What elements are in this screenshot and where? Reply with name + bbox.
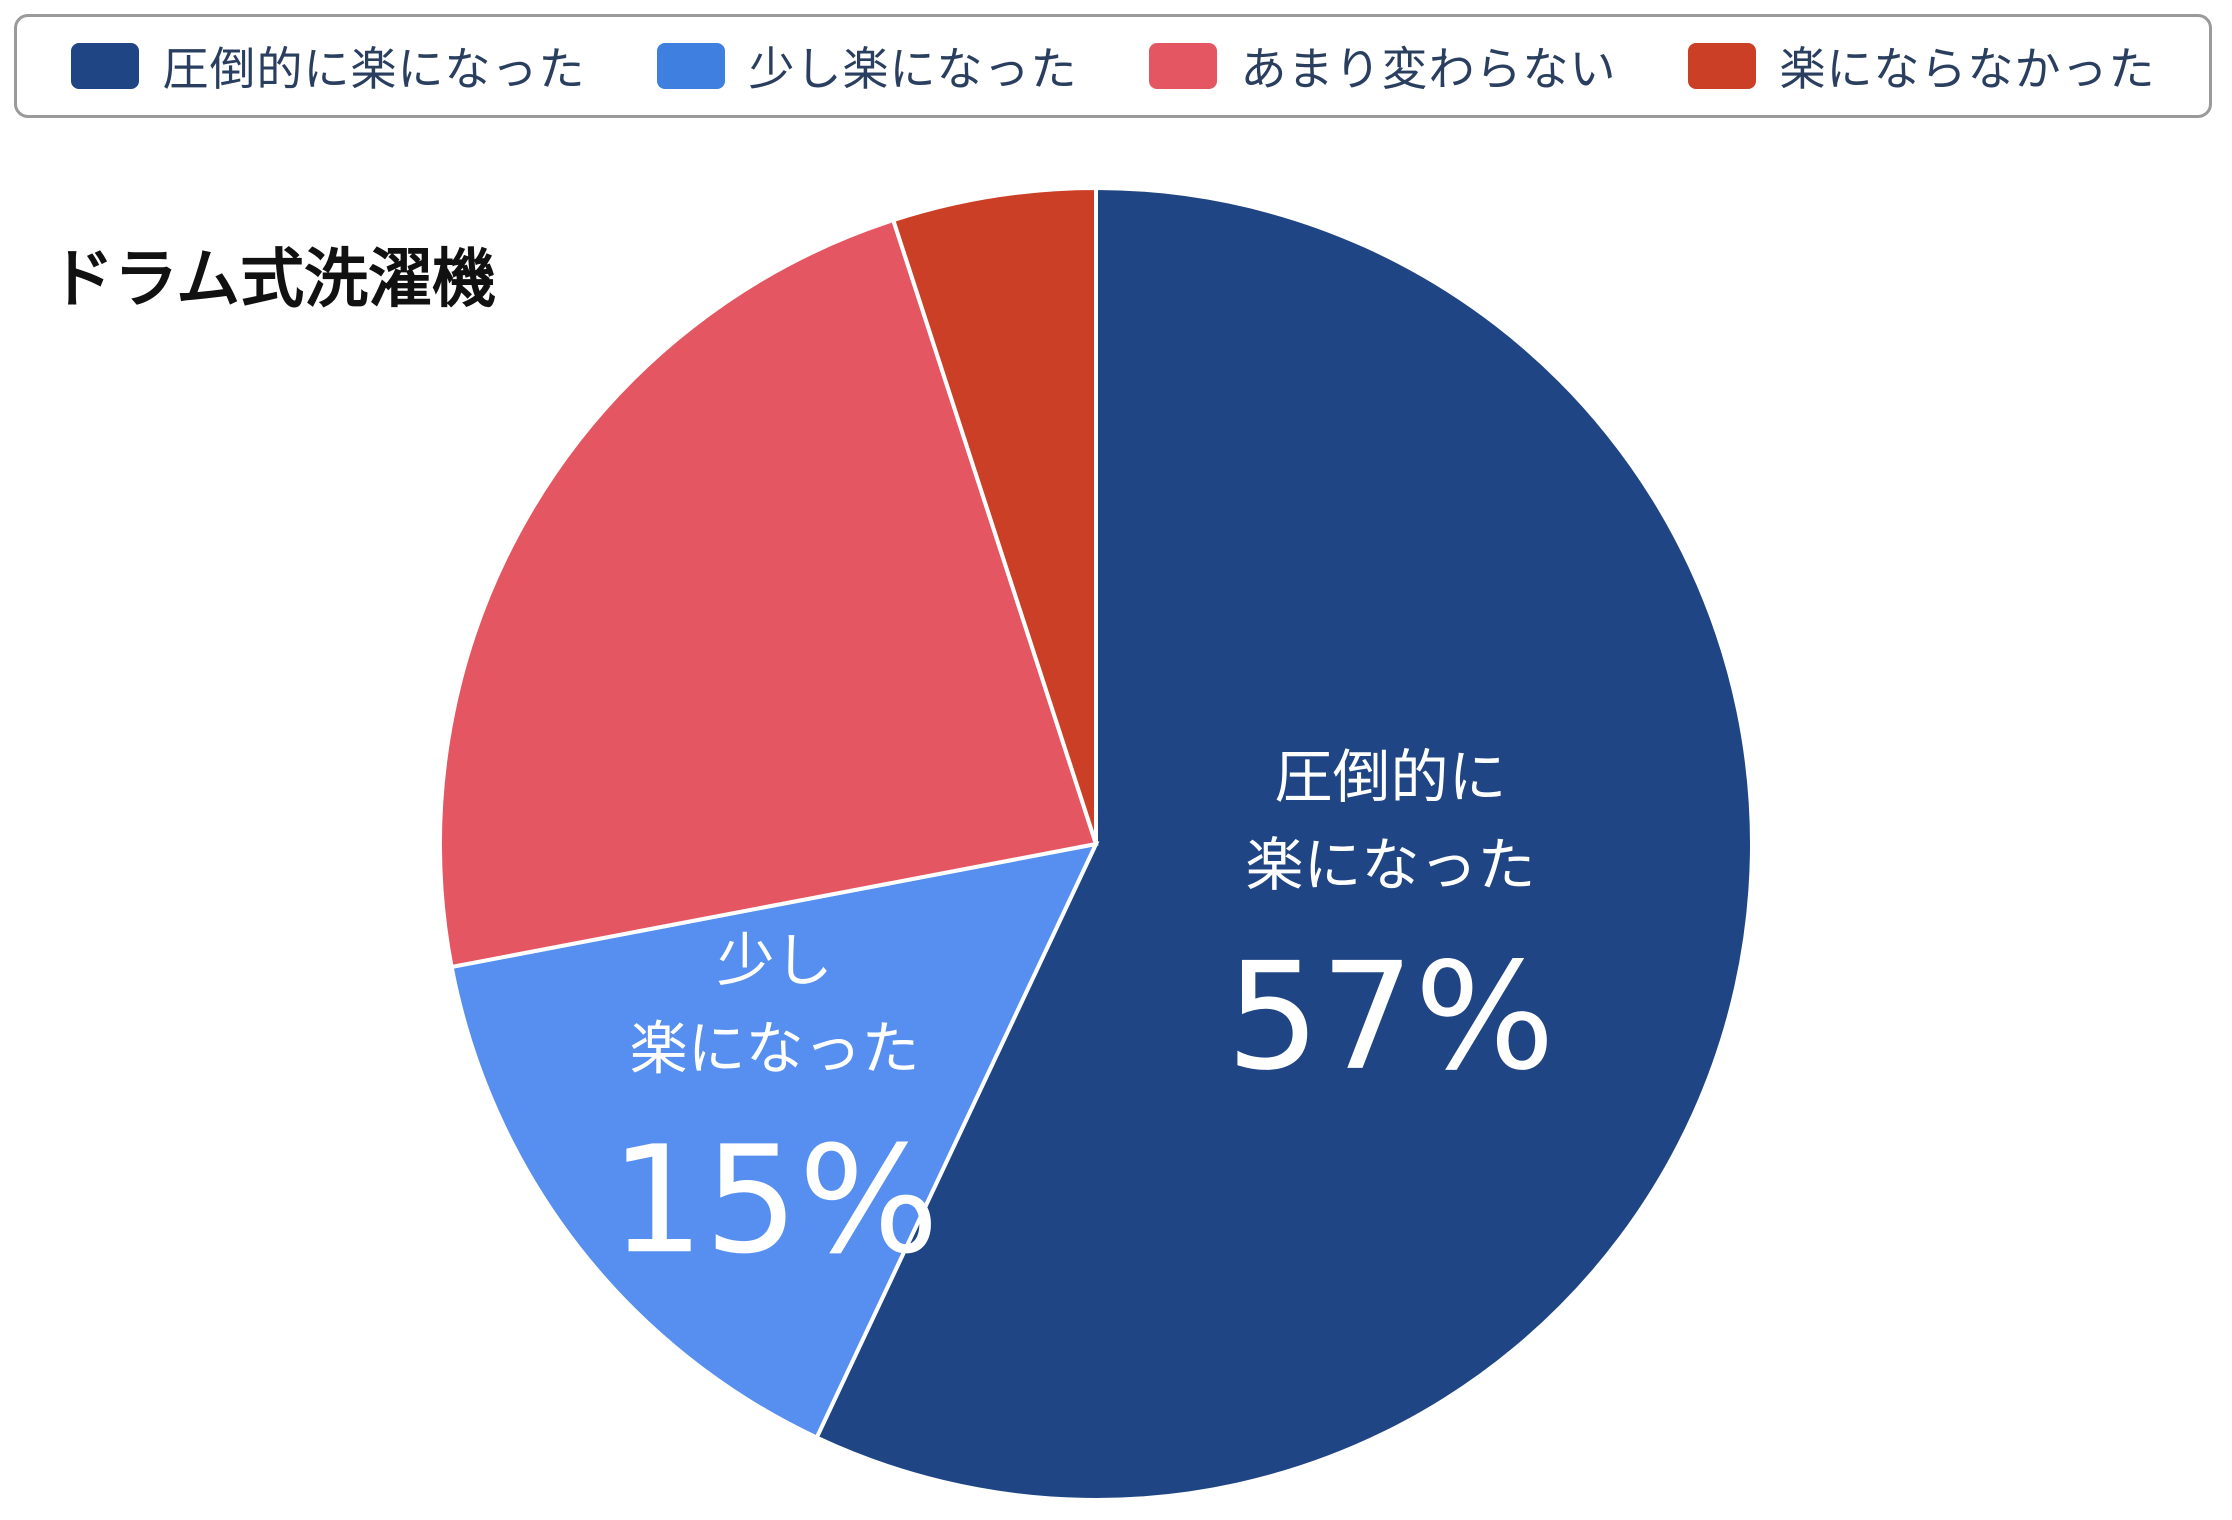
slice-label-line: 楽になった — [630, 1014, 920, 1082]
legend-label: あまり変わらない — [1240, 42, 1617, 96]
legend-item-overwhelmingly-easier[interactable]: 圧倒的に楽になった — [70, 33, 586, 99]
legend-item-slightly-easier[interactable]: 少し楽になった — [656, 33, 1078, 99]
legend-label: 少し楽になった — [748, 42, 1078, 96]
chart-legend: 圧倒的に楽になった 少し楽になった あまり変わらない 楽にならなかった — [14, 14, 2212, 118]
legend-label: 圧倒的に楽になった — [162, 42, 586, 96]
chart-title: ドラム式洗濯機 — [50, 243, 497, 317]
slice-label-1: 少し楽になった 15% — [610, 926, 939, 1286]
legend-swatch — [1148, 43, 1217, 89]
pie-slice-2[interactable] — [438, 217, 1099, 970]
slice-percent: 57% — [1226, 931, 1555, 1103]
legend-item-not-much-changed[interactable]: あまり変わらない — [1148, 33, 1617, 99]
legend-swatch — [70, 43, 139, 89]
pie-slice-3[interactable] — [890, 185, 1098, 845]
legend-swatch — [656, 43, 725, 89]
legend-label: 楽にならなかった — [1779, 42, 2156, 96]
legend-swatch — [1687, 43, 1756, 89]
pie-slice-0[interactable] — [814, 185, 1754, 1502]
legend-item-not-easier[interactable]: 楽にならなかった — [1687, 33, 2156, 99]
slice-label-line: 少し — [717, 926, 833, 994]
pie-slice-1[interactable] — [449, 841, 1100, 1441]
slice-label-line: 楽になった — [1245, 831, 1535, 899]
slice-label-line: 圧倒的に — [1274, 743, 1506, 811]
slice-percent: 15% — [610, 1114, 939, 1286]
slice-label-0: 圧倒的に楽になった 57% — [1226, 743, 1555, 1103]
